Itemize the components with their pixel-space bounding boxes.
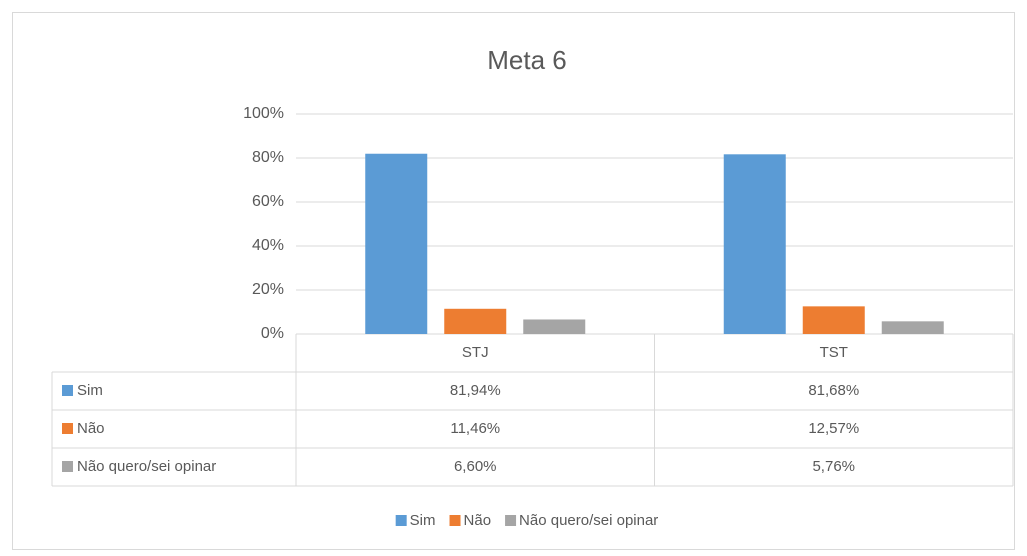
y-tick-label: 60% bbox=[252, 193, 284, 210]
y-tick-label: 40% bbox=[252, 237, 284, 254]
value-label: 5,76% bbox=[812, 458, 855, 475]
table-row-label: Sim bbox=[77, 382, 103, 399]
chart-title: Meta 6 bbox=[487, 45, 567, 75]
value-label: 11,46% bbox=[450, 420, 500, 437]
y-tick-label: 20% bbox=[252, 281, 284, 298]
bar bbox=[881, 321, 944, 334]
legend-key bbox=[449, 515, 461, 526]
bar bbox=[365, 153, 428, 334]
legend-label: Sim bbox=[410, 512, 436, 529]
value-label: 6,60% bbox=[454, 458, 497, 475]
legend-key bbox=[505, 515, 517, 526]
table-legend-key bbox=[62, 423, 73, 434]
value-label: 81,68% bbox=[808, 382, 859, 399]
table-row-label: Não quero/sei opinar bbox=[77, 458, 216, 475]
legend-key bbox=[395, 515, 407, 526]
bar bbox=[802, 306, 865, 334]
x-tick-label: TST bbox=[820, 344, 848, 361]
chart-border bbox=[12, 12, 1015, 550]
bar bbox=[444, 308, 507, 334]
legend-label: Não bbox=[464, 512, 492, 529]
y-tick-label: 80% bbox=[252, 149, 284, 166]
table-row-label: Não bbox=[77, 420, 105, 437]
bar bbox=[523, 319, 586, 334]
bar bbox=[723, 154, 786, 334]
value-label: 81,94% bbox=[450, 382, 501, 399]
table-legend-key bbox=[62, 385, 73, 396]
table-legend-key bbox=[62, 461, 73, 472]
x-tick-label: STJ bbox=[462, 344, 489, 361]
value-label: 12,57% bbox=[808, 420, 859, 437]
y-tick-label: 0% bbox=[261, 325, 284, 342]
y-tick-label: 100% bbox=[243, 105, 284, 122]
legend-label: Não quero/sei opinar bbox=[519, 512, 658, 529]
